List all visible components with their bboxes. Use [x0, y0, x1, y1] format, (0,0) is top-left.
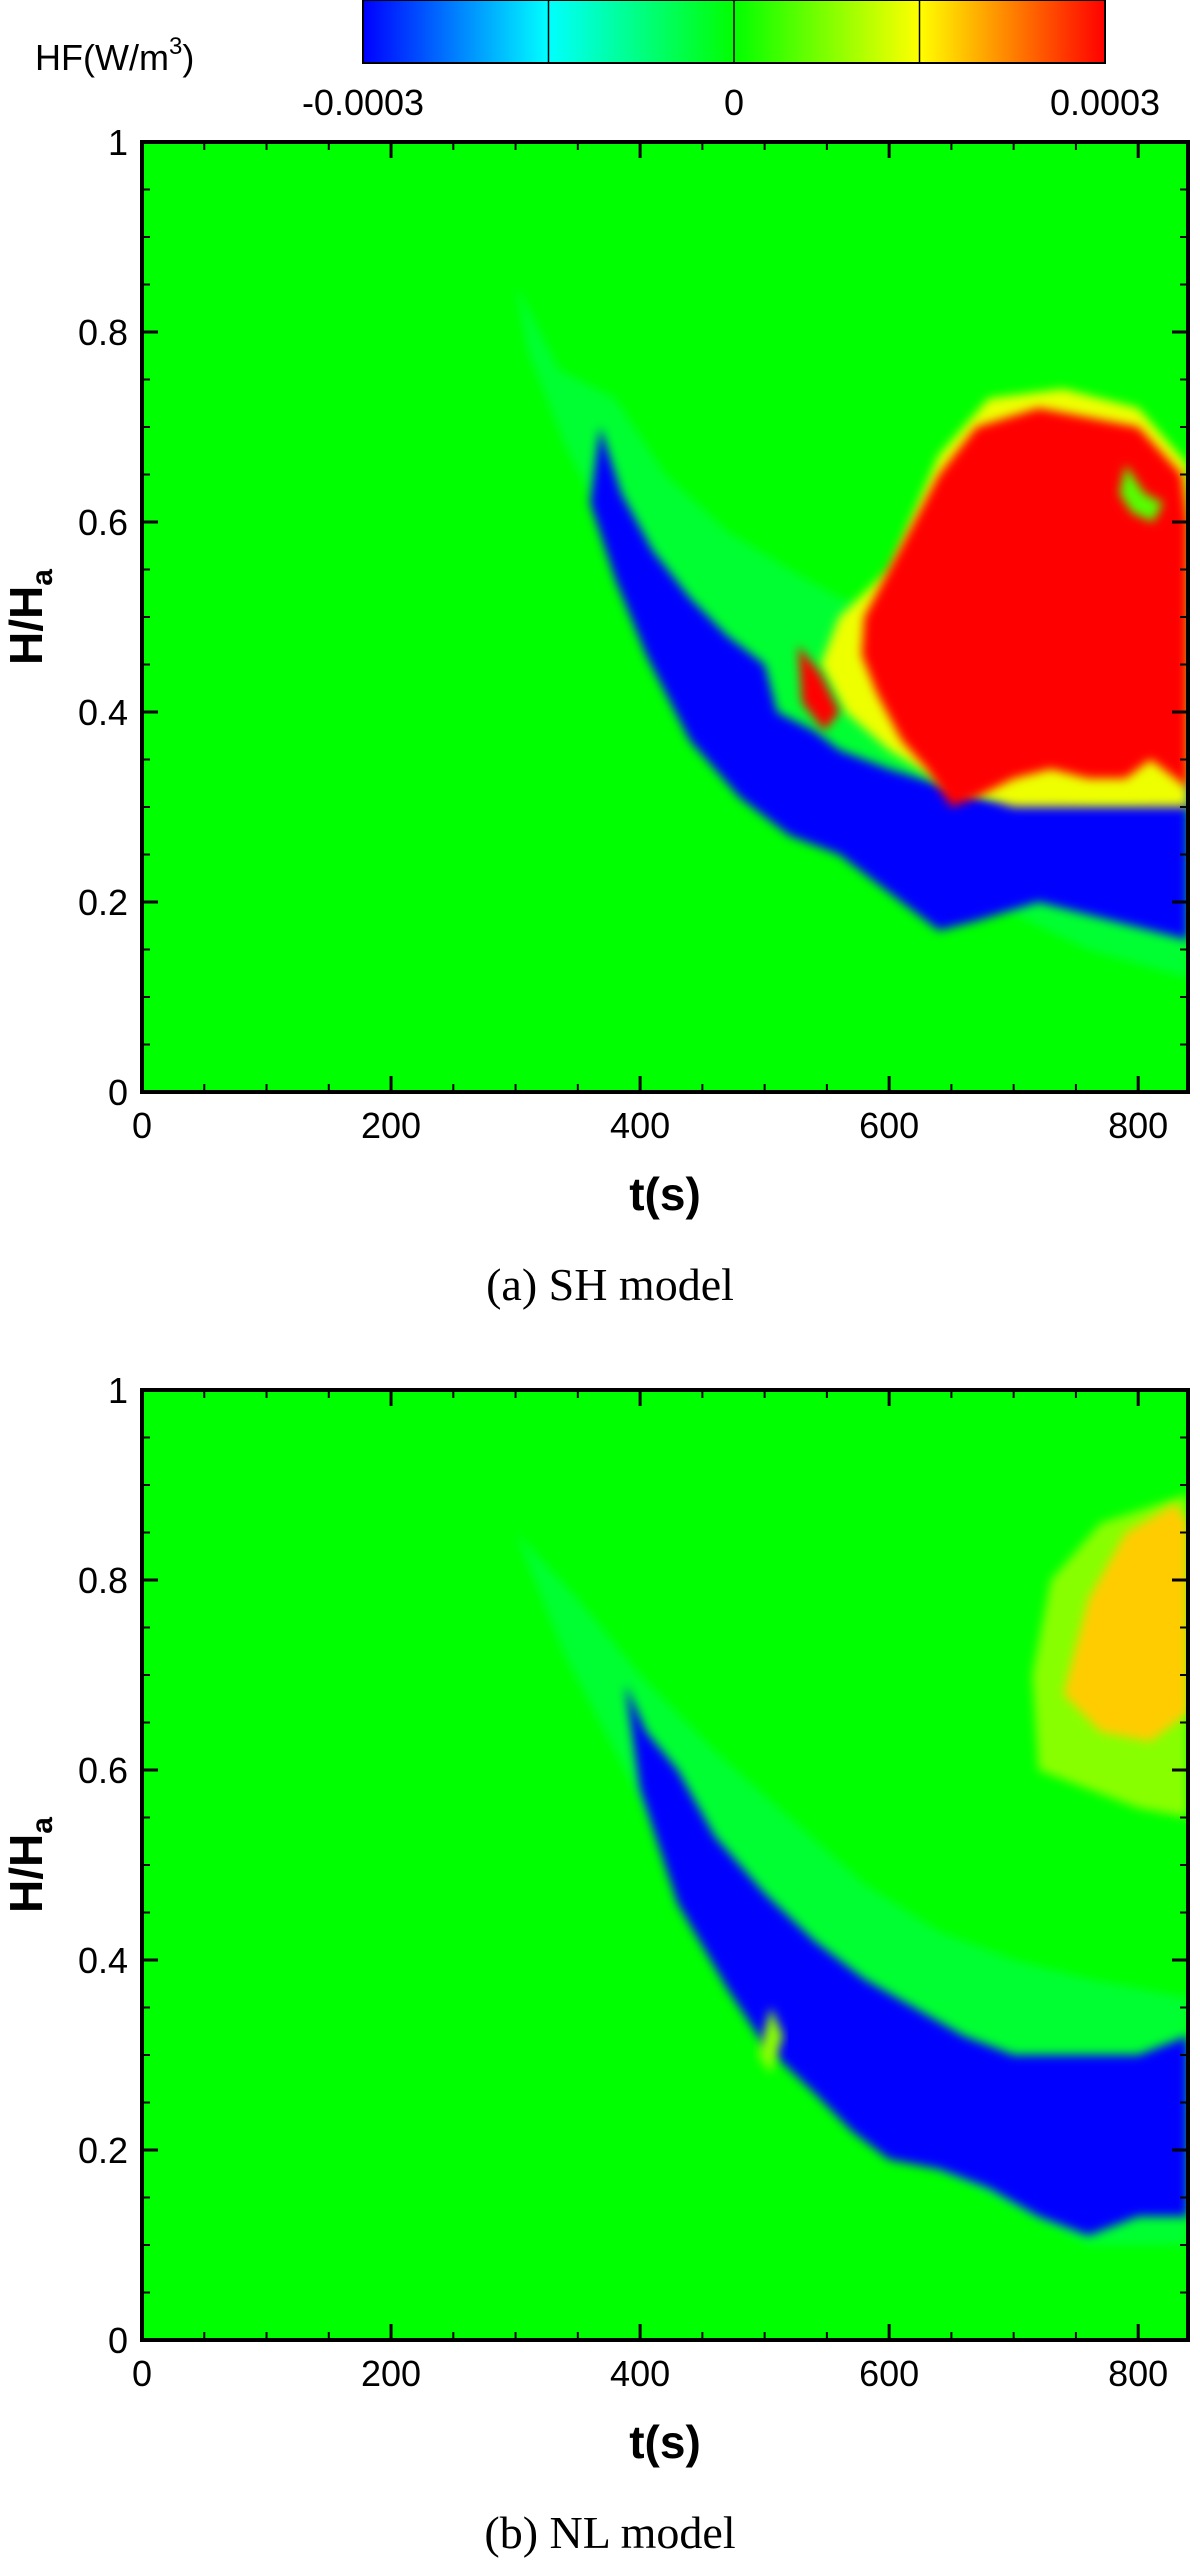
y-axis-label-main: H/H	[0, 586, 52, 665]
colorbar-title: HF(W/m3)	[35, 33, 194, 78]
heatmap-region	[798, 645, 840, 731]
y-tick-label: 0.4	[78, 692, 128, 733]
plot-frame	[140, 140, 1190, 1094]
colorbar-tick-label: 0	[724, 82, 744, 123]
y-axis-label-subscript: a	[26, 1817, 59, 1834]
panel-sh-model: 0 200 400 600 800 0 0.2 0.4 0.6 0.8 1 t(s) H/Ha (…	[0, 122, 1190, 1310]
caption: (b) NL model	[484, 2507, 735, 2558]
panel-nl-model: 0 200 400 600 800 0 0.2 0.4 0.6 0.8 1 t(s) H/Ha (…	[0, 1370, 1190, 2558]
colorbar: HF(W/m3) -0.0003 0 0.0003	[35, 0, 1160, 123]
colorbar-tick-label: 0.0003	[1050, 82, 1160, 123]
x-tick-label: 800	[1108, 2353, 1168, 2394]
x-tick-label: 800	[1108, 1105, 1168, 1146]
y-axis-ticks: 0 0.2 0.4 0.6 0.8 1	[78, 1370, 1188, 2361]
x-tick-label: 600	[859, 2353, 919, 2394]
heatmap-region	[590, 427, 1188, 940]
colorbar-title-main: HF(W/m	[35, 37, 169, 78]
x-axis-label: t(s)	[629, 1168, 701, 1220]
x-tick-label: 200	[361, 2353, 421, 2394]
x-axis-label: t(s)	[629, 2416, 701, 2468]
x-tick-label: 400	[610, 2353, 670, 2394]
y-tick-label: 1	[108, 122, 128, 163]
plot-frame	[140, 1388, 1190, 2342]
y-axis-ticks: 0 0.2 0.4 0.6 0.8 1	[78, 122, 1188, 1113]
heatmap-region	[758, 2007, 784, 2074]
x-tick-label: 200	[361, 1105, 421, 1146]
x-tick-label: 600	[859, 1105, 919, 1146]
y-tick-label: 0.4	[78, 1940, 128, 1981]
y-tick-label: 0.8	[78, 1560, 128, 1601]
y-axis-label: H/Ha	[0, 1817, 59, 1913]
y-tick-label: 0.8	[78, 312, 128, 353]
heatmap-field	[142, 1390, 1188, 2340]
y-axis-label: H/Ha	[0, 569, 59, 665]
heatmap-field	[142, 142, 1188, 1092]
x-tick-label: 0	[132, 2353, 152, 2394]
y-tick-label: 0.6	[78, 1750, 128, 1791]
x-axis-ticks: 0 200 400 600 800	[132, 142, 1168, 1146]
heatmap-region	[625, 1684, 1188, 2236]
colorbar-tick-label: -0.0003	[302, 82, 424, 123]
heatmap-region	[1119, 465, 1164, 522]
y-tick-label: 0.2	[78, 882, 128, 923]
heatmap-region	[1063, 1504, 1188, 1742]
y-axis-label-subscript: a	[26, 569, 59, 586]
y-tick-label: 0.2	[78, 2130, 128, 2171]
heatmap-region	[861, 408, 1188, 807]
colorbar-title-superscript: 3	[169, 33, 182, 60]
caption: (a) SH model	[486, 1259, 734, 1310]
y-tick-label: 0	[108, 1072, 128, 1113]
y-axis-label-main: H/H	[0, 1834, 52, 1913]
x-tick-label: 400	[610, 1105, 670, 1146]
colorbar-title-close: )	[182, 37, 194, 78]
y-tick-label: 0	[108, 2320, 128, 2361]
y-tick-label: 1	[108, 1370, 128, 1411]
x-tick-label: 0	[132, 1105, 152, 1146]
y-tick-label: 0.6	[78, 502, 128, 543]
